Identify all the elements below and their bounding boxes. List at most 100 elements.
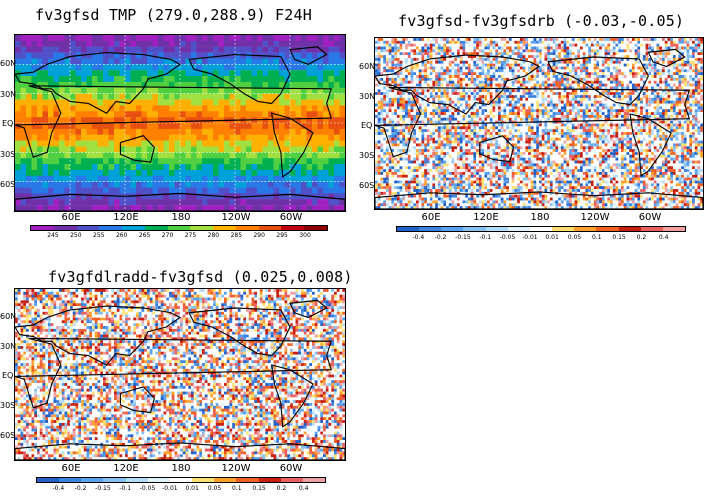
colorbar-swatch	[507, 227, 530, 231]
panel-title: fv3gfdlradd-fv3gfsd (0.025,0.008)	[48, 268, 353, 286]
colorbar-swatch	[235, 226, 259, 230]
coastline	[15, 442, 345, 460]
colorbar-label: -0.05	[499, 234, 516, 241]
colorbar-label: 255	[93, 232, 105, 239]
colorbar-label: 0.1	[231, 485, 242, 492]
panel-title: fv3gfsd-fv3gfsdrb (-0.03,-0.05)	[398, 12, 685, 30]
colorbar-swatch	[125, 478, 148, 482]
colorbar-swatch	[529, 227, 553, 231]
colorbar-label: -0.15	[455, 234, 471, 241]
lon-label: 60E	[421, 212, 441, 223]
coastline	[375, 191, 703, 209]
colorbar-swatch	[302, 478, 326, 482]
lon-label: 180	[530, 212, 550, 223]
colorbar-label: 0.01	[185, 485, 199, 492]
coastline	[289, 46, 328, 65]
colorbar-swatch	[236, 478, 259, 482]
coastline	[375, 86, 691, 158]
lon-label: 180	[171, 463, 191, 474]
lon-label: 120W	[221, 212, 251, 223]
lon-label: 60W	[279, 212, 303, 223]
colorbar-label: 0.15	[612, 234, 626, 241]
colorbar-swatch	[258, 226, 282, 230]
colorbar-label: 0.2	[636, 234, 647, 241]
colorbar-label: -0.4	[52, 485, 65, 492]
lat-label: 30N	[0, 342, 17, 351]
coastline	[119, 386, 155, 414]
colorbar-label: -0.15	[95, 485, 111, 492]
colorbar-label: 245	[47, 232, 59, 239]
colorbar-swatch	[662, 227, 686, 231]
map-drb	[374, 37, 704, 210]
lon-label: 120E	[113, 463, 139, 474]
colorbar-swatch	[99, 226, 123, 230]
colorbar-swatch	[214, 478, 237, 482]
colorbar-label: -0.01	[522, 234, 538, 241]
lon-label: 180	[171, 212, 191, 223]
lat-label: 60N	[359, 62, 376, 71]
colorbar-label: 260	[115, 232, 128, 239]
lon-label: 120W	[580, 212, 610, 223]
colorbar-swatch	[167, 226, 191, 230]
colorbar-swatch	[213, 226, 236, 230]
colorbar-label: 0.15	[252, 485, 266, 492]
colorbar-swatch	[190, 226, 214, 230]
colorbar-swatch	[192, 478, 215, 482]
colorbar-swatch	[144, 226, 168, 230]
map-lradd	[14, 288, 346, 461]
coastline	[188, 307, 291, 357]
colorbar-label: -0.2	[74, 485, 87, 492]
lat-label: 60S	[0, 180, 16, 189]
map-canvas	[375, 38, 703, 209]
panel-title: fv3gfsd TMP (279.0,288.9) F24H	[35, 6, 312, 24]
colorbar	[396, 226, 686, 232]
colorbar-label: -0.05	[139, 485, 156, 492]
coastline	[271, 112, 314, 178]
colorbar-label: 0.4	[298, 485, 309, 492]
colorbar-label: 290	[253, 232, 265, 239]
colorbar-label: 0.2	[276, 485, 287, 492]
colorbar-label: -0.1	[119, 485, 132, 492]
lat-label: EQ	[2, 119, 14, 128]
colorbar-label: -0.1	[479, 234, 492, 241]
colorbar-label: 280	[207, 232, 220, 239]
colorbar-swatch	[53, 226, 77, 230]
coastline	[547, 56, 649, 106]
lat-label: EQ	[2, 371, 14, 380]
map-canvas	[15, 35, 345, 211]
map-canvas	[15, 289, 345, 460]
coastline	[271, 364, 314, 428]
lon-label: 120W	[221, 463, 251, 474]
coastline	[647, 48, 686, 68]
colorbar-label: -0.4	[412, 234, 425, 241]
colorbar-label: 270	[161, 232, 174, 239]
colorbar-label: 300	[299, 232, 311, 239]
lon-label: 120E	[113, 212, 139, 223]
colorbar-swatch	[76, 226, 100, 230]
lat-label: 30S	[0, 401, 16, 410]
lat-label: 60S	[0, 431, 16, 440]
colorbar-swatch	[37, 478, 60, 482]
coastline	[15, 192, 345, 211]
lat-label: 30N	[0, 90, 17, 99]
colorbar-swatch	[574, 227, 597, 231]
coastline	[289, 299, 328, 319]
map-tmp	[14, 34, 346, 212]
colorbar-labels: 245 250 255 260 265 270 275 280 285 290 295 300	[30, 232, 328, 242]
coastline	[15, 337, 333, 409]
colorbar-label: -0.2	[434, 234, 447, 241]
colorbar-swatch	[463, 227, 486, 231]
colorbar-label: 250	[70, 232, 82, 239]
colorbar-swatch	[419, 227, 442, 231]
lat-label: 30S	[359, 151, 375, 160]
colorbar-labels: -0.4 -0.2 -0.15 -0.1 -0.05 -0.01 0.01 0.05 0.1 0.…	[396, 234, 686, 244]
coastline	[119, 135, 155, 163]
colorbar-swatch	[441, 227, 464, 231]
coastline	[15, 52, 182, 114]
lat-label: 60S	[359, 181, 375, 190]
lat-label: 60N	[0, 312, 17, 321]
lat-label: 60N	[0, 59, 17, 68]
colorbar-swatch	[596, 227, 619, 231]
coastline	[375, 54, 541, 115]
colorbar-label: -0.01	[162, 485, 178, 492]
